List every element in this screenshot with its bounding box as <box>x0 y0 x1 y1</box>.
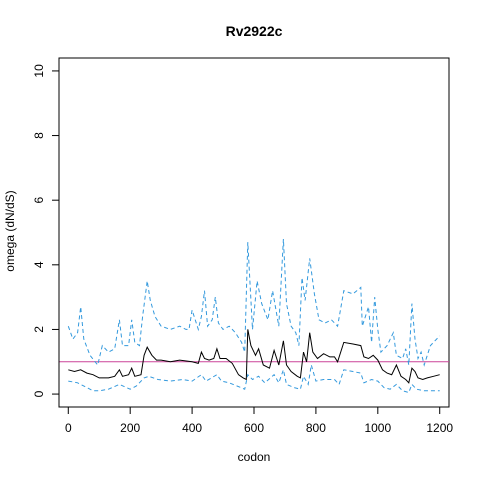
series-line-estimate <box>68 329 440 384</box>
y-tick-label: 4 <box>32 261 46 268</box>
x-tick-label: 1000 <box>364 421 391 435</box>
y-axis-label: omega (dN/dS) <box>3 190 17 271</box>
x-tick-label: 400 <box>182 421 202 435</box>
series-line-lower <box>68 364 440 394</box>
y-tick-label: 6 <box>32 197 46 204</box>
series-line-upper <box>67 238 441 367</box>
y-tick-label: 10 <box>32 64 46 78</box>
x-tick-label: 600 <box>244 421 264 435</box>
series-layer <box>67 238 441 394</box>
x-axis: 0 200 400 600 800 1000 1200 <box>65 406 453 435</box>
y-axis: 0 2 4 6 8 10 <box>32 64 60 397</box>
x-tick-label: 800 <box>306 421 326 435</box>
plot-frame <box>58 57 450 408</box>
y-tick-label: 8 <box>32 132 46 139</box>
x-tick-label: 0 <box>65 421 72 435</box>
x-tick-label: 1200 <box>426 421 453 435</box>
chart-title: Rv2922c <box>226 23 283 39</box>
y-tick-label: 0 <box>32 390 46 397</box>
x-tick-label: 200 <box>120 421 140 435</box>
y-tick-label: 2 <box>32 326 46 333</box>
x-axis-label: codon <box>238 450 271 464</box>
